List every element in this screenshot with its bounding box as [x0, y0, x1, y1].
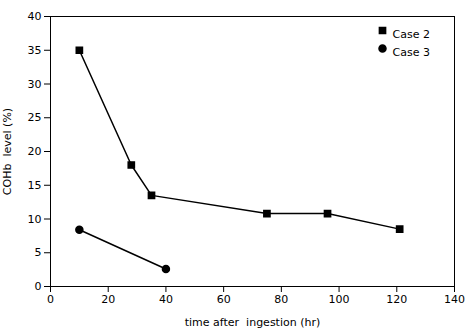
svg-text:Case 3: Case 3: [393, 46, 430, 59]
svg-text:time after ingestion (hr): time after ingestion (hr): [185, 316, 321, 328]
svg-text:140: 140: [444, 293, 465, 306]
svg-text:Case 2: Case 2: [393, 28, 430, 41]
svg-text:5: 5: [35, 246, 42, 259]
svg-text:30: 30: [28, 78, 42, 91]
svg-text:0: 0: [47, 293, 54, 306]
svg-text:120: 120: [386, 293, 407, 306]
svg-text:25: 25: [28, 111, 42, 124]
svg-text:60: 60: [217, 293, 231, 306]
svg-text:80: 80: [274, 293, 288, 306]
svg-text:40: 40: [159, 293, 173, 306]
svg-text:40: 40: [28, 10, 42, 23]
svg-text:15: 15: [28, 179, 42, 192]
svg-text:100: 100: [329, 293, 350, 306]
svg-text:0: 0: [35, 280, 42, 293]
svg-text:20: 20: [101, 293, 115, 306]
svg-text:20: 20: [28, 145, 42, 158]
svg-text:10: 10: [28, 213, 42, 226]
svg-text:COHb level (%): COHb level (%): [1, 108, 14, 195]
svg-text:35: 35: [28, 44, 42, 57]
